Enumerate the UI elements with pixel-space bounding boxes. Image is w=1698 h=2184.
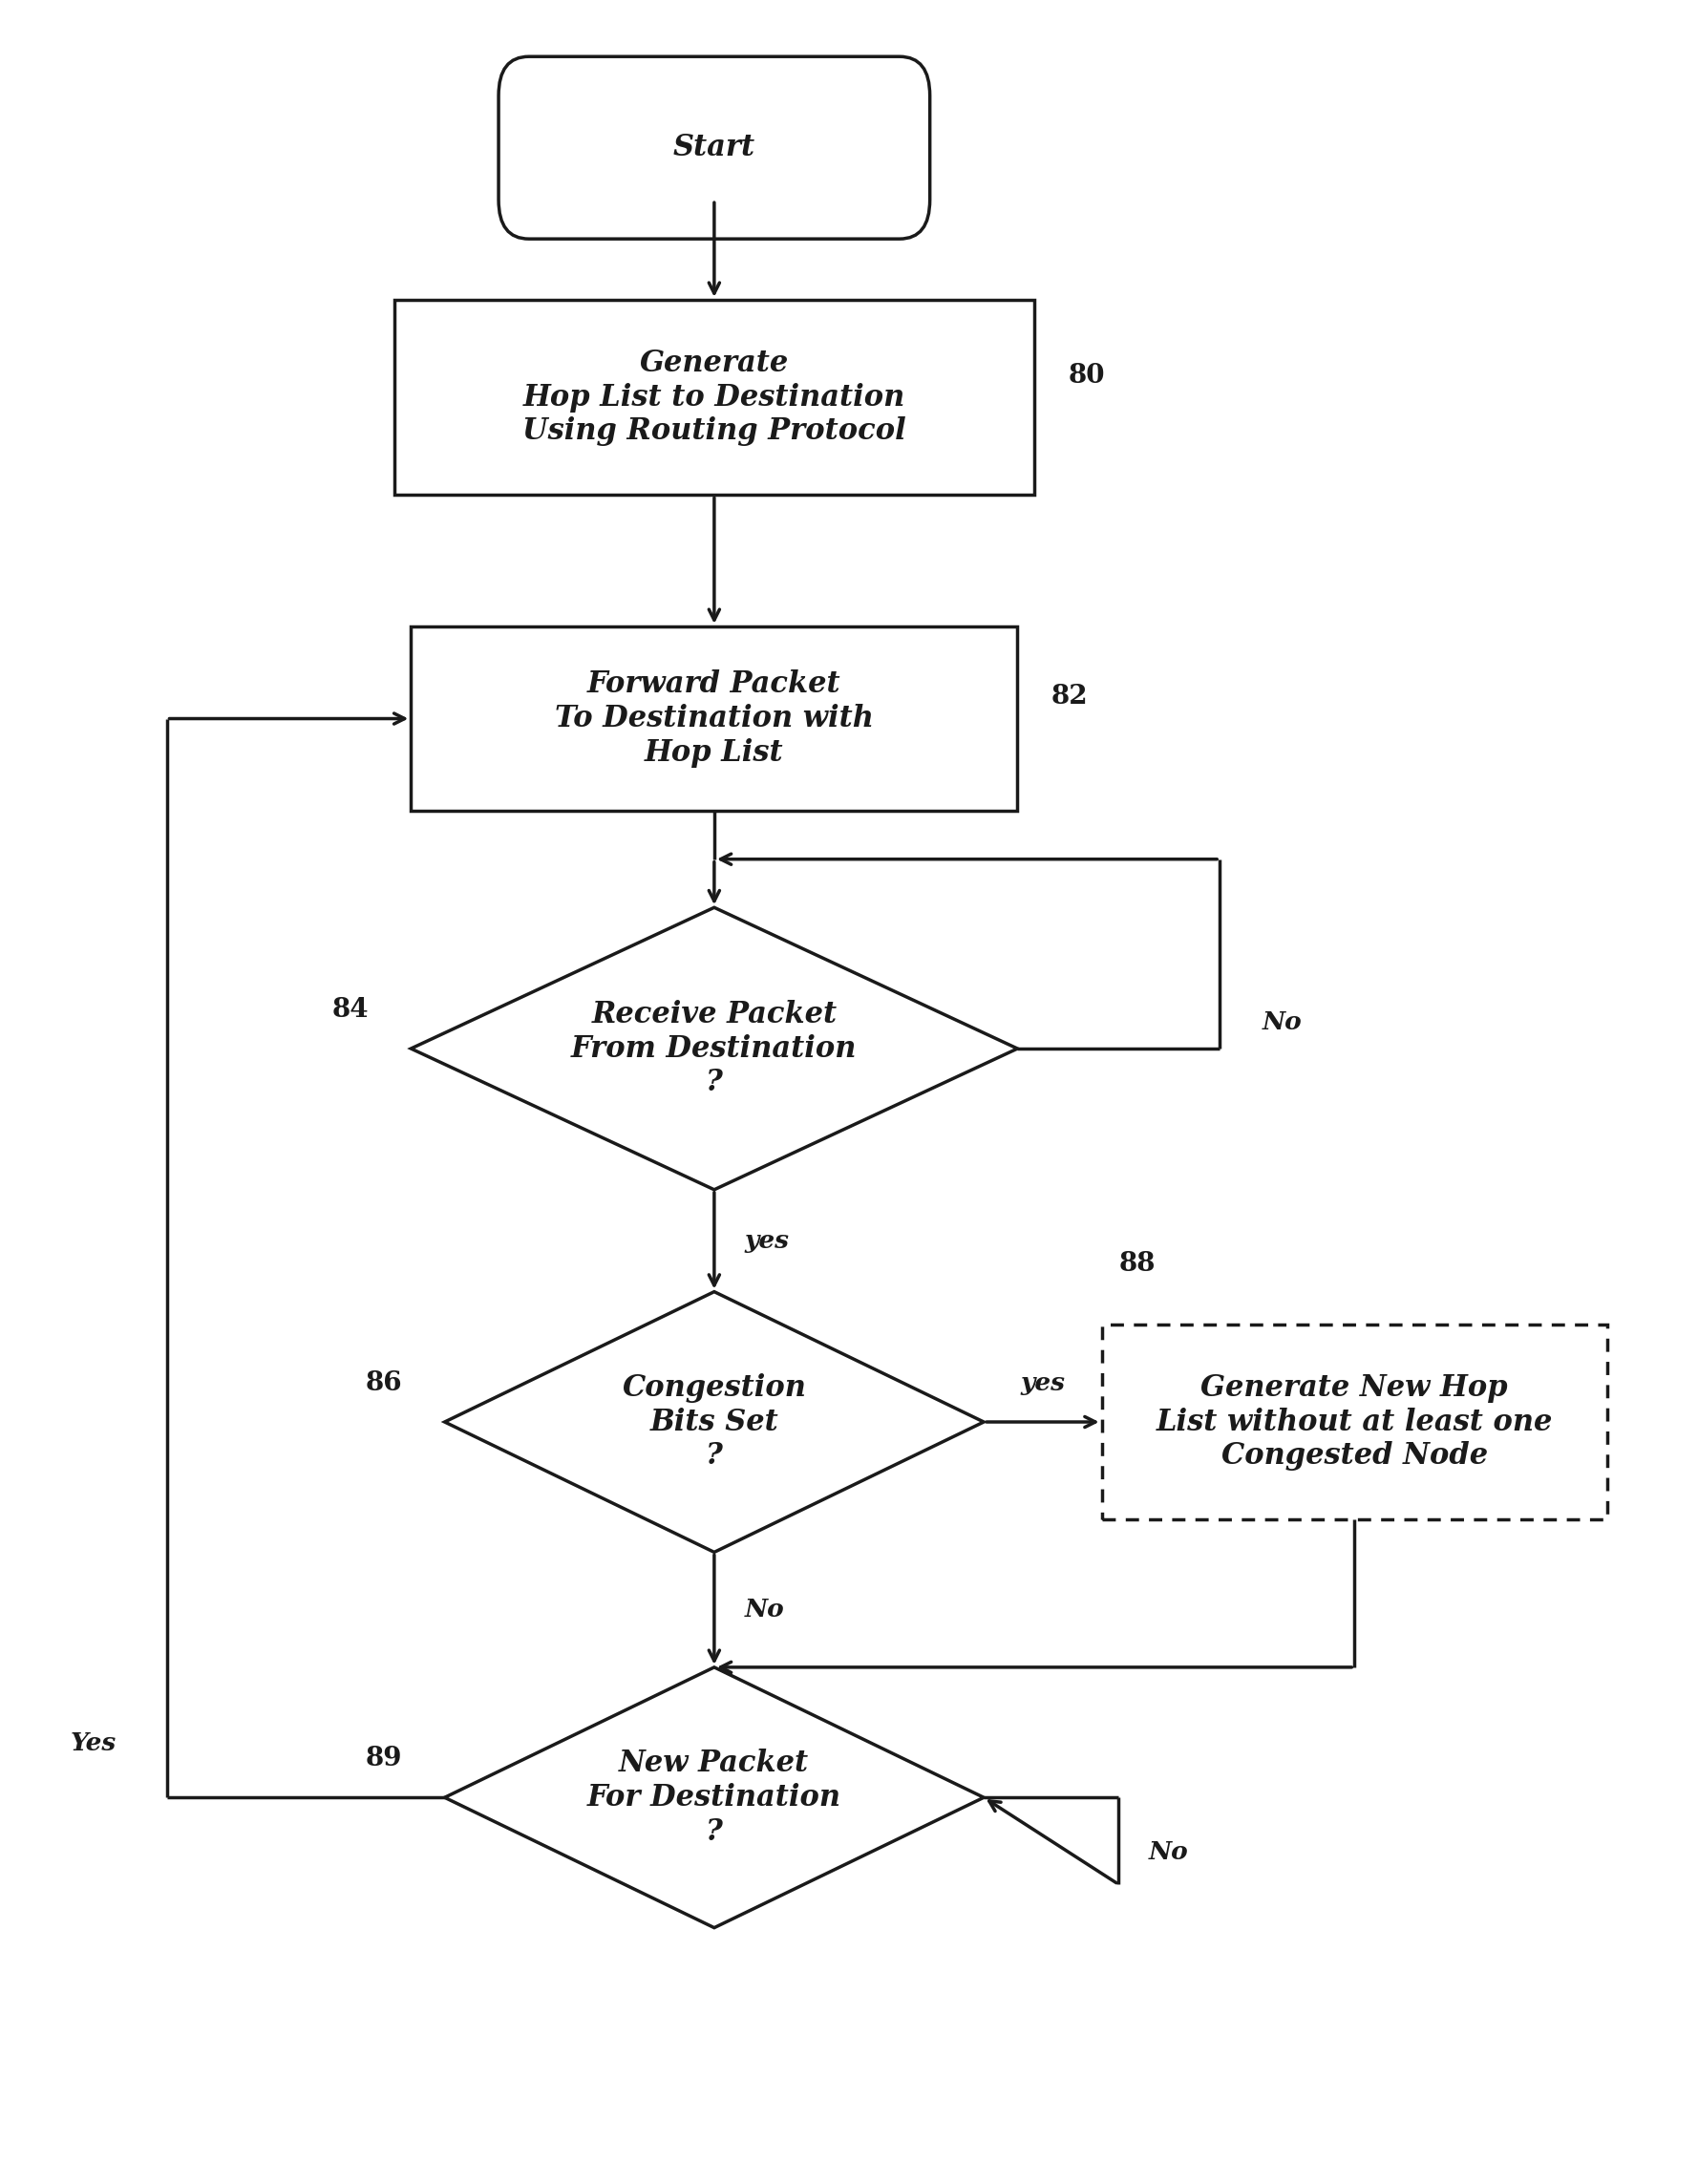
Text: 89: 89 bbox=[365, 1745, 402, 1771]
Text: 84: 84 bbox=[333, 996, 368, 1022]
Text: Receive Packet
From Destination
?: Receive Packet From Destination ? bbox=[571, 1000, 857, 1099]
Text: yes: yes bbox=[744, 1230, 790, 1254]
Polygon shape bbox=[445, 1666, 983, 1928]
Text: Yes: Yes bbox=[70, 1732, 115, 1756]
Text: New Packet
For Destination
?: New Packet For Destination ? bbox=[588, 1749, 841, 1845]
Text: yes: yes bbox=[1020, 1372, 1065, 1396]
Text: No: No bbox=[1262, 1011, 1302, 1035]
Polygon shape bbox=[411, 909, 1017, 1190]
Text: No: No bbox=[1150, 1839, 1189, 1863]
Text: 86: 86 bbox=[365, 1369, 402, 1396]
Polygon shape bbox=[445, 1291, 983, 1553]
Bar bbox=[411, 627, 1017, 810]
Text: Start: Start bbox=[672, 133, 756, 162]
Text: 88: 88 bbox=[1119, 1251, 1155, 1275]
Text: 82: 82 bbox=[1051, 684, 1088, 710]
Text: Congestion
Bits Set
?: Congestion Bits Set ? bbox=[621, 1374, 807, 1472]
Text: No: No bbox=[744, 1599, 784, 1623]
Bar bbox=[394, 299, 1034, 496]
Text: Forward Packet
To Destination with
Hop List: Forward Packet To Destination with Hop L… bbox=[555, 670, 874, 767]
FancyBboxPatch shape bbox=[499, 57, 931, 238]
Bar bbox=[1102, 1324, 1606, 1520]
Text: Generate New Hop
List without at least one
Congested Node: Generate New Hop List without at least o… bbox=[1156, 1374, 1552, 1472]
Text: Generate
Hop List to Destination
Using Routing Protocol: Generate Hop List to Destination Using R… bbox=[523, 349, 907, 446]
Text: 80: 80 bbox=[1068, 363, 1105, 389]
